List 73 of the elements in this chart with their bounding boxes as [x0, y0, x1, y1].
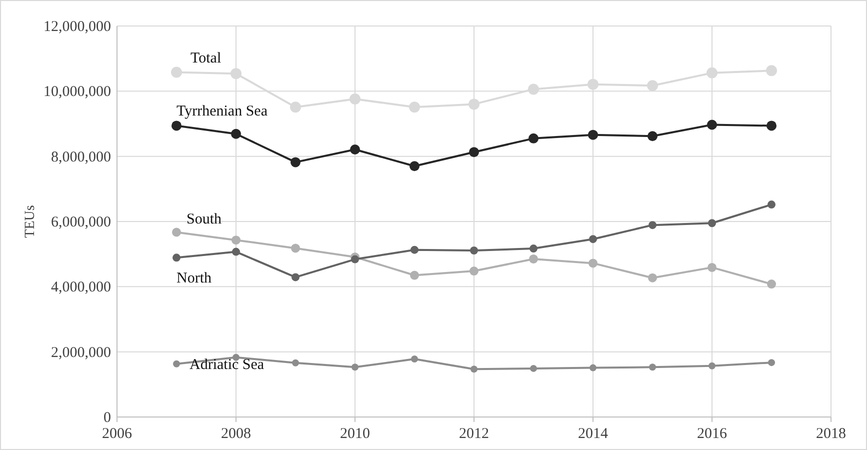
series-label: North	[176, 270, 212, 287]
point	[530, 364, 537, 372]
point	[648, 221, 656, 230]
point	[589, 235, 597, 244]
y-axis-title: TEUs	[23, 205, 38, 238]
series-label: Total	[190, 50, 222, 66]
point	[707, 120, 717, 130]
point	[231, 128, 241, 139]
x-tick-label: 2018	[816, 426, 846, 442]
y-tick-label: 0	[104, 410, 111, 426]
point	[588, 258, 598, 268]
point	[470, 366, 478, 373]
x-tick-label: 2010	[340, 426, 370, 442]
y-tick-label: 12,000,000	[44, 19, 111, 35]
point	[708, 362, 716, 370]
point	[409, 102, 420, 113]
series-label: South	[186, 211, 222, 228]
point	[708, 262, 716, 272]
point	[766, 120, 776, 131]
point	[290, 157, 300, 168]
point	[292, 359, 299, 366]
point	[410, 161, 420, 172]
point	[706, 67, 718, 78]
point	[291, 244, 300, 253]
point	[469, 147, 479, 158]
point	[588, 130, 598, 140]
series-label: Adriatic Sea	[190, 356, 264, 373]
point	[292, 273, 300, 282]
y-tick-label: 2,000,000	[51, 344, 111, 361]
x-tick-label: 2016	[697, 426, 728, 442]
point	[173, 360, 180, 368]
x-tick-label: 2006	[102, 426, 132, 442]
point	[468, 98, 480, 110]
point	[172, 120, 182, 131]
point	[411, 356, 418, 362]
point	[410, 246, 418, 254]
point	[470, 246, 478, 254]
point	[352, 364, 358, 371]
point	[290, 102, 301, 113]
point	[648, 273, 657, 282]
x-tick-label: 2012	[459, 426, 489, 442]
point	[590, 364, 596, 372]
point	[528, 133, 538, 144]
point	[350, 93, 360, 104]
x-tick-label: 2008	[221, 426, 251, 442]
point	[232, 236, 240, 245]
point	[230, 68, 242, 80]
point	[529, 254, 538, 264]
point	[768, 200, 776, 209]
y-tick-label: 4,000,000	[51, 280, 111, 296]
point	[172, 228, 181, 237]
point	[232, 248, 240, 256]
series-label: Tyrrhenian Sea	[176, 104, 268, 120]
y-tick-label: 6,000,000	[51, 214, 111, 230]
point	[648, 131, 658, 142]
point	[351, 255, 359, 264]
y-tick-label: 8,000,000	[51, 149, 111, 166]
point	[766, 65, 777, 76]
y-tick-label: 10,000,000	[44, 84, 111, 100]
point	[410, 270, 419, 280]
point	[768, 359, 775, 366]
point	[528, 84, 539, 95]
point	[588, 78, 598, 90]
point	[172, 254, 180, 262]
point	[649, 364, 656, 371]
point	[171, 66, 182, 78]
x-tick-label: 2014	[578, 426, 608, 442]
point	[470, 266, 478, 276]
point	[350, 144, 360, 154]
point	[767, 280, 776, 289]
point	[647, 80, 658, 92]
point	[530, 244, 538, 253]
point	[708, 219, 716, 228]
